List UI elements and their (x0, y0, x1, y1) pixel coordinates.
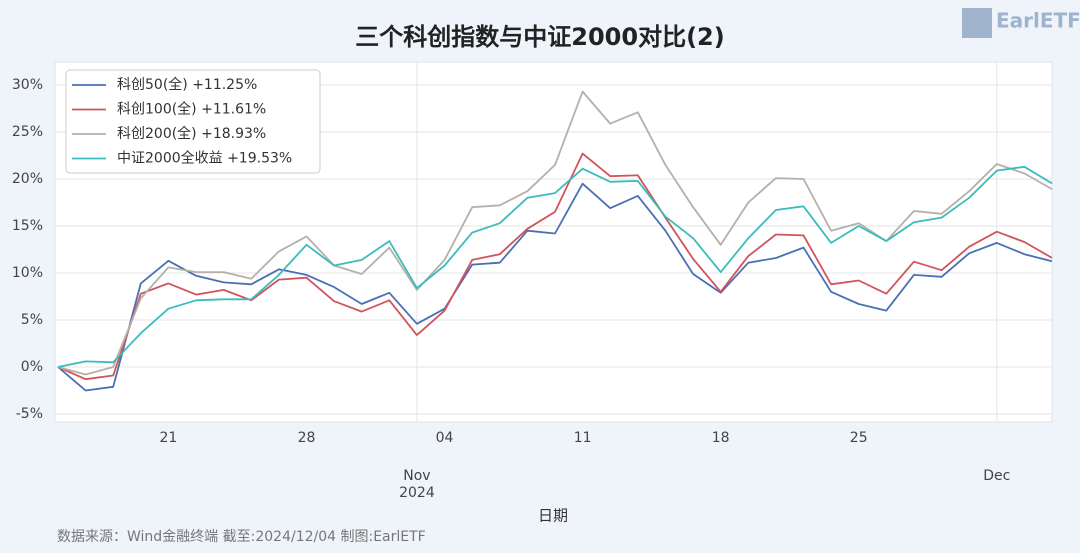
month-label: Nov (403, 468, 430, 484)
legend: 科创50(全) +11.25% 科创100(全) +11.61% 科创200(全) … (65, 69, 321, 174)
series-line (57, 182, 1053, 392)
series-line (57, 152, 1053, 381)
y-tick-label: 20% (12, 171, 43, 187)
x-axis-label: 日期 (538, 507, 568, 525)
month-label: Dec (983, 468, 1010, 484)
x-tick-label: 21 (160, 430, 178, 446)
y-tick-label: 15% (12, 218, 43, 234)
y-tick-label: 5% (21, 312, 43, 328)
series-line (57, 165, 1053, 368)
chart-title: 三个科创指数与中证2000对比(2) (355, 23, 724, 51)
y-tick-label: 10% (12, 265, 43, 281)
y-tick-label: 0% (21, 359, 43, 375)
x-tick-label: 28 (298, 430, 316, 446)
legend-label: 中证2000全收益 +19.53% (117, 150, 292, 167)
y-tick-label: 25% (12, 124, 43, 140)
x-tick-label: 18 (712, 430, 730, 446)
x-tick-label: 04 (436, 430, 454, 446)
source-note: 数据来源：Wind金融终端 截至:2024/12/04 制图:EarlETF (57, 529, 426, 545)
legend-box (65, 69, 321, 174)
x-tick-label: 11 (574, 430, 592, 446)
x-tick-label: 25 (850, 430, 868, 446)
legend-label: 科创200(全) +18.93% (117, 125, 266, 142)
year-label: 2024 (399, 485, 435, 501)
logo-icon (962, 8, 992, 38)
logo: EarlETF (996, 9, 1080, 33)
legend-label: 科创100(全) +11.61% (117, 101, 266, 118)
legend-label: 科创50(全) +11.25% (117, 76, 257, 93)
y-tick-label: 30% (12, 77, 43, 93)
y-tick-label: -5% (16, 406, 43, 422)
